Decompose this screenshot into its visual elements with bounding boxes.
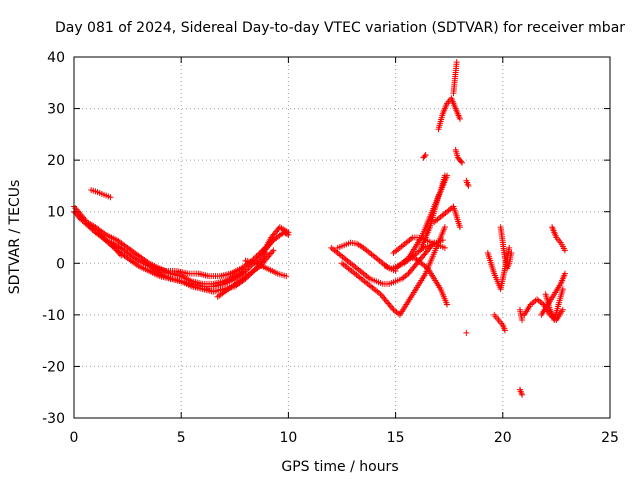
data-point <box>439 237 446 244</box>
x-tick-label: 15 <box>387 430 405 446</box>
data-point <box>506 244 513 251</box>
data-point <box>285 229 292 236</box>
data-points-layer <box>71 59 568 398</box>
data-point <box>561 270 568 277</box>
y-tick-label: 10 <box>47 205 65 221</box>
y-axis-label: SDTVAR / TECUs <box>7 180 23 295</box>
data-point <box>444 172 451 179</box>
data-point <box>508 249 515 256</box>
y-tick-label: -20 <box>42 359 65 375</box>
data-point <box>118 252 125 259</box>
data-point <box>519 317 526 324</box>
data-point <box>456 115 463 122</box>
data-point <box>459 159 466 166</box>
y-tick-label: 20 <box>47 153 65 169</box>
data-point <box>107 194 114 201</box>
y-tick-label: 40 <box>47 50 65 66</box>
x-tick-label: 25 <box>601 430 619 446</box>
x-tick-label: 0 <box>70 430 79 446</box>
data-point <box>501 327 508 334</box>
data-point <box>444 301 451 308</box>
data-point <box>465 182 472 189</box>
x-tick-label: 20 <box>494 430 512 446</box>
data-point <box>421 153 428 160</box>
x-tick-label: 10 <box>279 430 297 446</box>
data-point <box>559 306 566 313</box>
y-tick-label: 30 <box>47 102 65 118</box>
chart-title: Day 081 of 2024, Sidereal Day-to-day VTE… <box>55 20 625 36</box>
data-point <box>270 247 277 254</box>
data-point <box>453 59 460 66</box>
data-point <box>559 286 566 293</box>
data-point <box>457 158 464 165</box>
y-tick-label: -30 <box>42 411 65 427</box>
grid-layer <box>74 57 610 418</box>
y-tick-label: 0 <box>56 256 65 272</box>
data-point <box>441 244 448 251</box>
y-tick-label: -10 <box>42 308 65 324</box>
x-tick-label: 5 <box>177 430 186 446</box>
data-point <box>463 329 470 336</box>
data-point <box>456 224 463 231</box>
x-axis-label: GPS time / hours <box>281 459 398 475</box>
data-point <box>441 224 448 231</box>
data-point <box>242 268 249 275</box>
data-point <box>89 226 96 233</box>
data-point <box>422 151 429 158</box>
plot-frame <box>73 56 611 419</box>
data-point <box>283 273 290 280</box>
data-point <box>519 391 526 398</box>
data-point <box>561 247 568 254</box>
